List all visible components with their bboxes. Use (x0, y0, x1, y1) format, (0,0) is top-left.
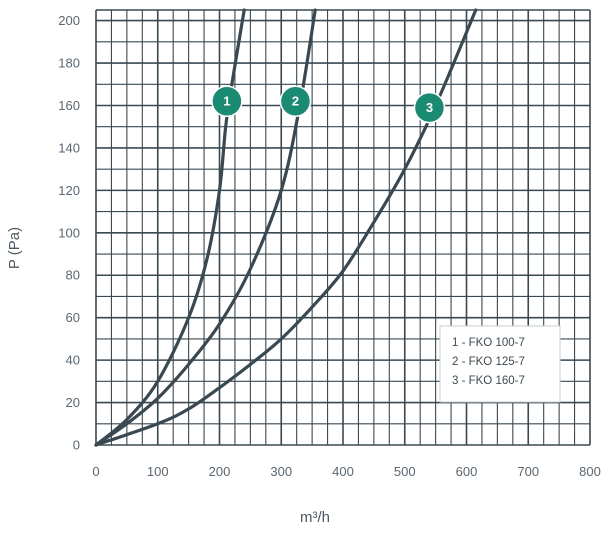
x-tick-label: 100 (147, 464, 169, 479)
x-tick-label: 600 (456, 464, 478, 479)
curve-line-2 (94, 8, 317, 447)
y-tick-label: 60 (66, 310, 80, 325)
y-tick-label: 160 (58, 98, 80, 113)
legend-entry-2: 2 - FKO 125-7 (452, 356, 525, 368)
x-tick-label: 400 (332, 464, 354, 479)
badge-circle (279, 85, 312, 117)
y-tick-label: 200 (58, 13, 80, 28)
curve-line-3 (94, 8, 478, 447)
badge-circle (211, 85, 243, 117)
legend-entry-3: 3 - FKO 160-7 (452, 375, 525, 387)
x-tick-label: 500 (394, 464, 416, 479)
curve-badges: 1 2 3 (211, 85, 446, 124)
y-tick-label: 80 (66, 268, 80, 283)
curve-badge-1: 1 (211, 85, 243, 117)
curve-badge-3: 3 (413, 91, 446, 124)
y-tick-label: 120 (58, 183, 80, 198)
chart-curves (94, 8, 478, 447)
y-tick-label: 0 (73, 438, 80, 453)
x-tick-label: 0 (92, 464, 99, 479)
badge-label: 1 (223, 94, 230, 109)
y-axis-title: P (Pa) (6, 227, 23, 269)
x-tick-label: 300 (270, 464, 292, 479)
legend-box (439, 325, 561, 403)
y-tick-label: 20 (66, 395, 80, 410)
curve-badge-2: 2 (279, 85, 312, 117)
x-axis-ticks: 0 100 200 300 400 500 600 700 800 (92, 464, 600, 479)
y-tick-label: 100 (58, 225, 80, 240)
badge-label: 2 (292, 94, 299, 109)
x-tick-label: 200 (209, 464, 231, 479)
x-axis-title: m³/h (300, 509, 330, 526)
badge-circle (413, 91, 446, 124)
chart-legend: 1 - FKO 100-7 2 - FKO 125-7 3 - FKO 160-7 (439, 325, 561, 403)
badge-label: 3 (426, 100, 433, 115)
y-tick-label: 180 (58, 56, 80, 71)
y-tick-label: 40 (66, 353, 80, 368)
x-tick-label: 800 (579, 464, 601, 479)
x-tick-label: 700 (517, 464, 539, 479)
y-axis-ticks: 0 20 40 60 80 100 120 140 160 180 200 (58, 13, 80, 452)
y-tick-label: 140 (58, 140, 80, 155)
legend-entry-1: 1 - FKO 100-7 (452, 337, 525, 349)
curve-line-1 (94, 8, 246, 447)
